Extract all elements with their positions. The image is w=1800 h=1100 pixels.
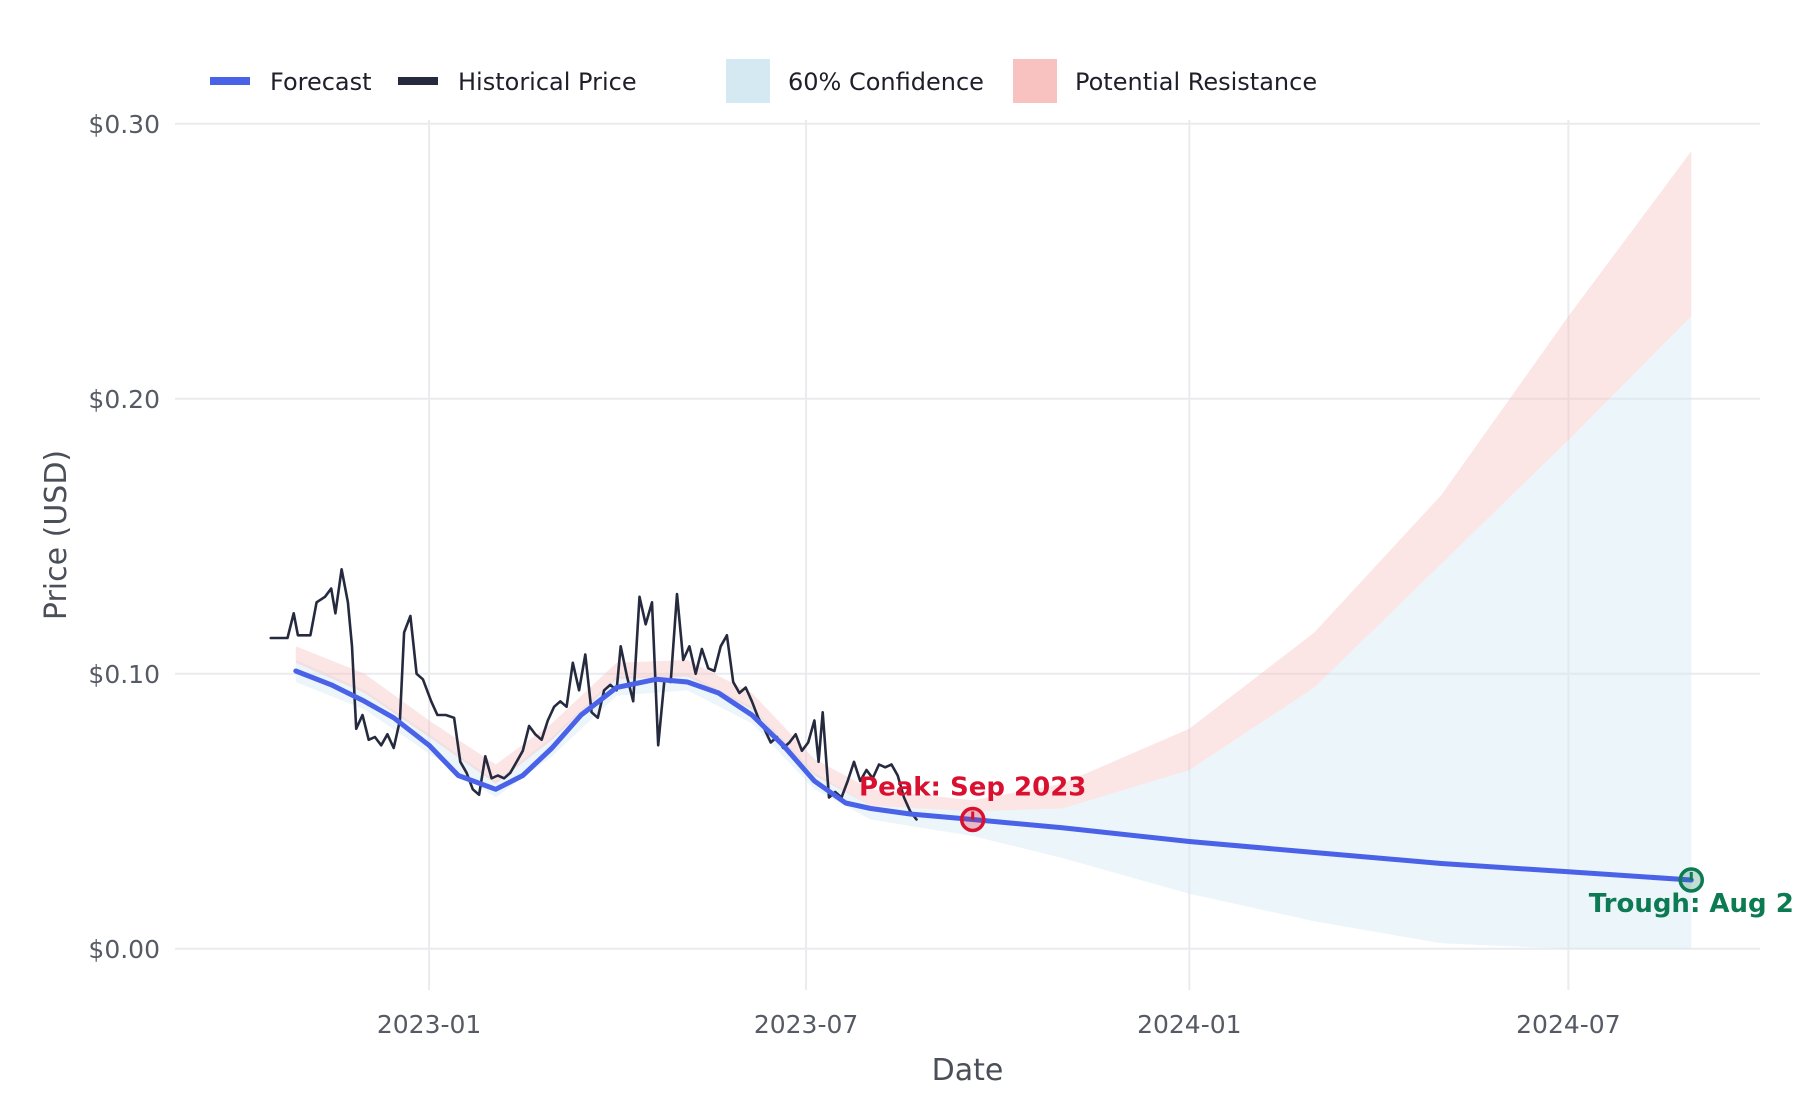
- gridlines: [175, 120, 1760, 990]
- y-axis-title: Price (USD): [39, 450, 74, 620]
- legend-label: 60% Confidence: [788, 68, 984, 96]
- x-axis-title: Date: [932, 1053, 1004, 1088]
- y-tick-label: $0.20: [88, 385, 160, 414]
- series-lines: [269, 568, 1694, 883]
- x-tick-label: 2024-07: [1516, 1010, 1620, 1039]
- legend-swatch: [1013, 59, 1057, 103]
- x-tick-label: 2023-01: [377, 1010, 481, 1039]
- series-line-forecast: [293, 668, 1694, 883]
- band-potential-resistance: [295, 151, 1692, 812]
- legend-swatch: [210, 77, 250, 85]
- annotations: Peak: Sep 2023 Trough: Aug 2: [859, 773, 1794, 920]
- annotation-label: Peak: Sep 2023: [859, 773, 1086, 803]
- band-60-confidence: [295, 316, 1692, 949]
- axes: $0.00 $0.10 $0.20 $0.30 2023-01 2023-07 2024-0…: [39, 110, 1621, 1088]
- legend: Forecast Historical Price 60% Confidence Po…: [210, 59, 1317, 103]
- legend-swatch: [726, 59, 770, 103]
- annotation-label: Trough: Aug 2: [1589, 889, 1794, 919]
- legend-label: Potential Resistance: [1075, 68, 1317, 96]
- legend-swatch: [398, 77, 438, 85]
- x-tick-label: 2023-07: [754, 1010, 858, 1039]
- y-tick-label: $0.30: [88, 110, 160, 139]
- y-tick-label: $0.10: [88, 660, 160, 689]
- legend-label: Forecast: [270, 68, 372, 96]
- bands: [295, 151, 1692, 949]
- series-line-historical-price: [269, 568, 918, 821]
- legend-label: Historical Price: [458, 68, 637, 96]
- y-tick-label: $0.00: [88, 935, 160, 964]
- x-tick-label: 2024-01: [1137, 1010, 1241, 1039]
